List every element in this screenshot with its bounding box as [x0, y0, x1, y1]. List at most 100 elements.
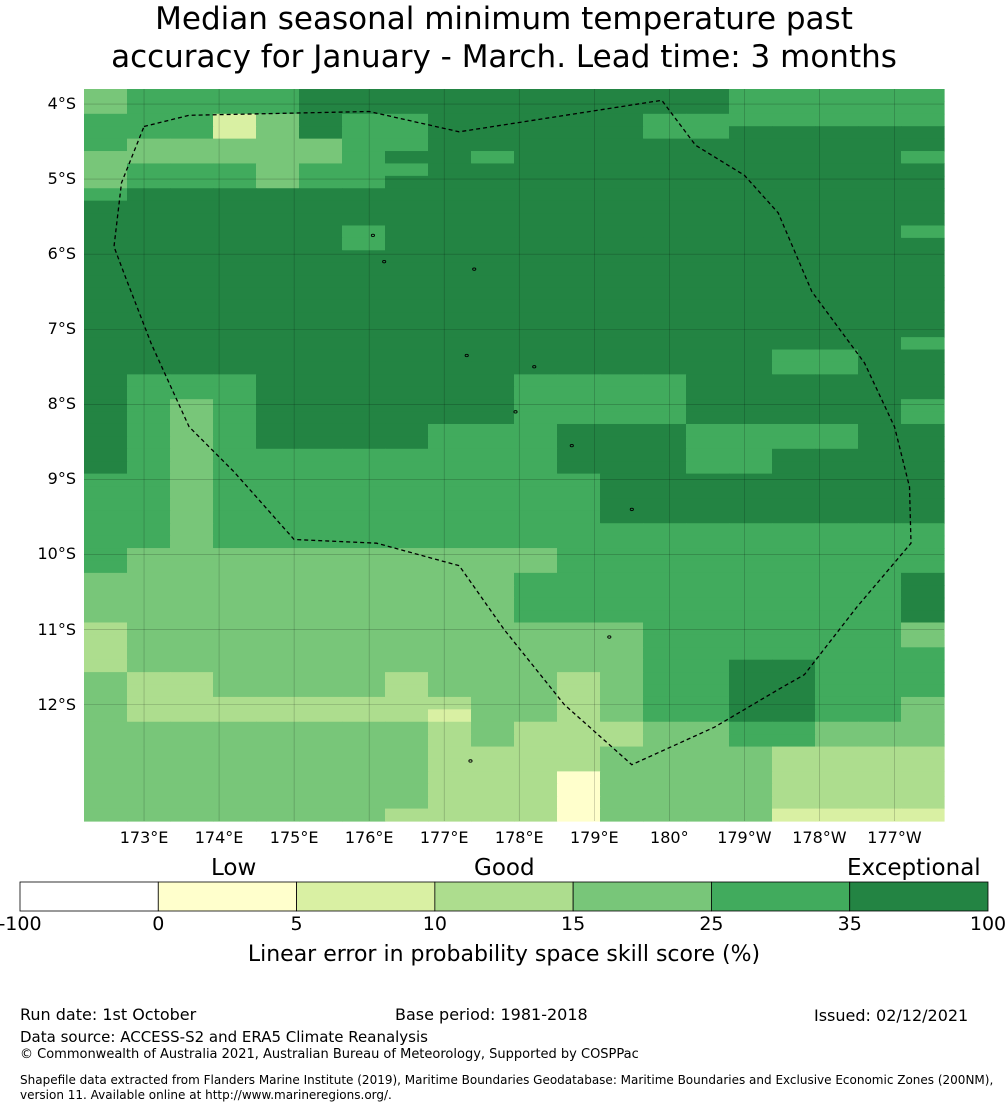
grid-cell — [600, 188, 644, 202]
grid-cell — [815, 138, 859, 152]
grid-cell — [901, 560, 945, 574]
grid-cell — [772, 771, 816, 785]
graticule — [84, 89, 944, 821]
grid-cell — [686, 411, 730, 425]
grid-cell — [256, 746, 300, 760]
grid-cell — [127, 225, 171, 239]
grid-cell — [256, 386, 300, 400]
grid-cell — [170, 746, 214, 760]
grid-cell — [815, 175, 859, 189]
grid-cell — [170, 337, 214, 351]
grid-cell — [213, 324, 257, 338]
grid-cell — [858, 783, 902, 797]
grid-cell — [471, 672, 515, 686]
latitude-label: 12°S — [37, 694, 76, 714]
grid-cell — [557, 361, 601, 375]
grid-cell — [299, 324, 343, 338]
grid-cell — [901, 721, 945, 735]
grid-cell — [127, 647, 171, 661]
grid-cell — [815, 188, 859, 202]
grid-cell — [643, 126, 687, 140]
grid-cell — [643, 808, 687, 822]
grid-cell — [127, 572, 171, 586]
grid-cell — [256, 461, 300, 475]
grid-cell — [729, 89, 773, 103]
grid-cell — [858, 796, 902, 810]
grid-cell — [729, 659, 773, 673]
grid-cell — [600, 89, 644, 103]
grid-cell — [858, 634, 902, 648]
grid-cell — [84, 324, 128, 338]
grid-cell — [385, 486, 429, 500]
grid-cell — [557, 560, 601, 574]
grid-cell — [729, 597, 773, 611]
longitude-label: 178°W — [792, 828, 847, 847]
grid-cell — [557, 585, 601, 599]
grid-cell — [170, 560, 214, 574]
grid-cell — [471, 113, 515, 127]
colorbar-tick-label: 0 — [152, 913, 165, 935]
grid-cell — [256, 634, 300, 648]
grid-cell — [428, 610, 472, 624]
grid-cell — [428, 535, 472, 549]
grid-cell — [256, 138, 300, 152]
grid-cell — [428, 498, 472, 512]
grid-cell — [84, 523, 128, 537]
grid-cell — [772, 237, 816, 251]
grid-cell — [729, 734, 773, 748]
grid-cell — [428, 275, 472, 289]
grid-cell — [471, 560, 515, 574]
grid-cell — [686, 213, 730, 227]
grid-cell — [557, 498, 601, 512]
grid-cell — [127, 287, 171, 301]
grid-cell — [514, 175, 558, 189]
grid-cell — [643, 572, 687, 586]
grid-cell — [772, 659, 816, 673]
grid-cell — [514, 113, 558, 127]
grid-cell — [127, 423, 171, 437]
grid-cell — [385, 610, 429, 624]
grid-cell — [299, 213, 343, 227]
grid-cell — [256, 696, 300, 710]
grid-cell — [385, 250, 429, 264]
grid-cell — [170, 361, 214, 375]
grid-cell — [299, 399, 343, 413]
grid-cell — [256, 312, 300, 326]
grid-cell — [127, 436, 171, 450]
grid-cell — [557, 200, 601, 214]
grid-cell — [858, 89, 902, 103]
grid-cell — [643, 622, 687, 636]
grid-cell — [84, 808, 128, 822]
grid-cell — [428, 361, 472, 375]
grid-cell — [772, 423, 816, 437]
grid-cell — [385, 746, 429, 760]
colorbar-tick-label: 25 — [699, 913, 724, 935]
grid-cell — [557, 523, 601, 537]
grid-cell — [729, 349, 773, 363]
grid-cell — [471, 361, 515, 375]
grid-cell — [600, 721, 644, 735]
grid-cell — [600, 299, 644, 313]
grid-cell — [127, 151, 171, 165]
grid-cell — [600, 151, 644, 165]
grid-cell — [772, 275, 816, 289]
grid-cell — [686, 758, 730, 772]
grid-cell — [127, 448, 171, 462]
grid-cell — [170, 262, 214, 276]
grid-cell — [557, 771, 601, 785]
grid-cell — [213, 572, 257, 586]
grid-cell — [84, 175, 128, 189]
grid-cell — [471, 796, 515, 810]
grid-cell — [815, 746, 859, 760]
category-good: Good — [474, 855, 535, 881]
grid-cell — [213, 634, 257, 648]
grid-cell — [901, 275, 945, 289]
grid-cell — [213, 275, 257, 289]
grid-cell — [385, 436, 429, 450]
grid-cell — [858, 225, 902, 239]
grid-cell — [213, 672, 257, 686]
grid-cell — [557, 659, 601, 673]
grid-cell — [643, 498, 687, 512]
grid-cell — [428, 237, 472, 251]
grid-cell — [127, 783, 171, 797]
